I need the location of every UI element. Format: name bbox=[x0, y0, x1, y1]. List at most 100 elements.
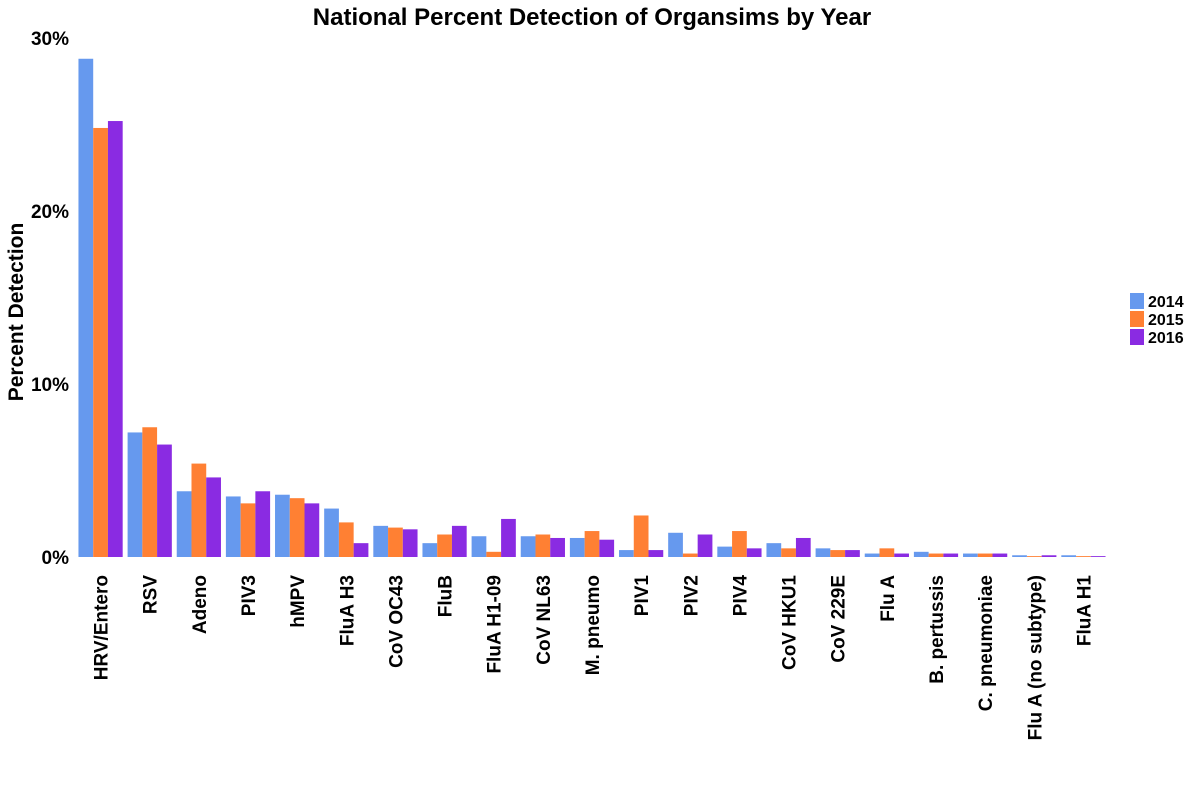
y-tick-label: 20% bbox=[31, 202, 69, 223]
bar-2016 bbox=[304, 503, 320, 557]
x-tick-label: PIV2 bbox=[681, 575, 702, 616]
bar-2016 bbox=[648, 550, 664, 557]
bar-2016 bbox=[746, 548, 762, 557]
bar-2014 bbox=[373, 525, 389, 557]
bar-2015 bbox=[338, 522, 354, 557]
bar-2015 bbox=[93, 127, 108, 558]
bar-2016 bbox=[550, 537, 565, 557]
bars-group bbox=[78, 58, 1106, 558]
bar-2014 bbox=[569, 537, 585, 557]
bar-2016 bbox=[1090, 556, 1106, 557]
bar-2015 bbox=[928, 553, 944, 557]
bar-2016 bbox=[157, 444, 172, 557]
legend-label-2014: 2014 bbox=[1148, 294, 1184, 311]
bar-2014 bbox=[1061, 555, 1077, 557]
bar-2014 bbox=[127, 432, 143, 557]
x-axis-ticks: HRV/Entero RSV Adeno PIV3 hMPV FluA H3 CoV OC4… bbox=[92, 575, 1096, 741]
bar-2015 bbox=[289, 498, 305, 557]
bar-2014 bbox=[225, 496, 241, 557]
bar-2016 bbox=[402, 529, 418, 557]
bar-2015 bbox=[1076, 556, 1091, 557]
bar-2016 bbox=[501, 518, 516, 557]
bar-2014 bbox=[422, 543, 438, 557]
y-axis-title: Percent Detection bbox=[5, 223, 28, 402]
bar-2014 bbox=[324, 508, 339, 557]
legend-swatch-2014 bbox=[1130, 293, 1144, 309]
x-tick-label: M. pneumo bbox=[583, 575, 604, 675]
bar-2015 bbox=[977, 553, 993, 557]
bar-2016 bbox=[992, 553, 1008, 557]
x-tick-label: B. pertussis bbox=[927, 575, 948, 684]
bar-2014 bbox=[766, 543, 782, 557]
bar-2014 bbox=[815, 548, 831, 557]
bar-2015 bbox=[830, 550, 846, 557]
bar-2014 bbox=[619, 550, 634, 557]
bar-2015 bbox=[437, 534, 452, 557]
bar-2014 bbox=[176, 491, 192, 557]
x-tick-label: FluB bbox=[436, 575, 457, 617]
bar-2014 bbox=[717, 546, 733, 557]
bar-2014 bbox=[963, 553, 978, 557]
x-tick-label: CoV NL63 bbox=[534, 575, 555, 665]
x-tick-label: FluA H1 bbox=[1074, 575, 1095, 647]
x-tick-label: PIV1 bbox=[632, 575, 653, 617]
y-tick-label: 10% bbox=[31, 375, 69, 396]
bar-2015 bbox=[1026, 556, 1042, 557]
x-tick-label: PIV3 bbox=[239, 575, 260, 616]
bar-2015 bbox=[682, 553, 698, 557]
bar-2014 bbox=[471, 536, 487, 557]
bar-2015 bbox=[584, 531, 600, 557]
bar-2015 bbox=[240, 503, 256, 557]
x-tick-label: RSV bbox=[141, 575, 162, 614]
bar-2016 bbox=[599, 539, 615, 557]
bar-2015 bbox=[732, 531, 747, 557]
bar-2016 bbox=[943, 553, 959, 557]
x-tick-label: CoV 229E bbox=[829, 575, 850, 663]
bar-2015 bbox=[879, 548, 895, 557]
bar-2016 bbox=[795, 537, 811, 557]
legend-swatch-2015 bbox=[1130, 311, 1144, 327]
x-tick-label: hMPV bbox=[288, 575, 309, 628]
legend-label-2016: 2016 bbox=[1148, 330, 1184, 347]
x-tick-label: FluA H1-09 bbox=[485, 575, 506, 674]
bar-2014 bbox=[864, 553, 880, 557]
bar-2014 bbox=[78, 58, 94, 557]
bar-2016 bbox=[353, 543, 369, 557]
legend-label-2015: 2015 bbox=[1148, 312, 1184, 329]
bar-2016 bbox=[206, 477, 221, 557]
x-tick-label: CoV OC43 bbox=[386, 575, 407, 668]
bar-2014 bbox=[913, 551, 929, 557]
bar-2016 bbox=[451, 525, 467, 557]
bar-2015 bbox=[191, 463, 207, 557]
bar-2015 bbox=[388, 527, 403, 557]
bar-2016 bbox=[894, 553, 909, 557]
chart-title: National Percent Detection of Organsims … bbox=[313, 4, 871, 31]
x-tick-label: PIV4 bbox=[730, 575, 751, 617]
bar-2016 bbox=[1041, 555, 1057, 557]
y-axis-ticks: 0% 10% 20% 30% bbox=[31, 29, 69, 569]
bar-2016 bbox=[255, 491, 271, 557]
bar-2015 bbox=[142, 427, 158, 557]
bar-2016 bbox=[845, 550, 860, 557]
bar-2015 bbox=[486, 551, 502, 557]
x-tick-label: Adeno bbox=[190, 575, 211, 634]
bar-2014 bbox=[1012, 555, 1027, 557]
legend-swatch-2016 bbox=[1130, 329, 1144, 345]
y-tick-label: 30% bbox=[31, 29, 69, 50]
bar-2014 bbox=[275, 494, 290, 557]
bar-2015 bbox=[781, 548, 796, 557]
x-tick-label: HRV/Entero bbox=[92, 575, 113, 680]
bar-2014 bbox=[668, 532, 683, 557]
x-tick-label: C. pneumoniae bbox=[976, 575, 997, 711]
bar-2016 bbox=[107, 121, 123, 557]
bar-2016 bbox=[697, 534, 713, 557]
bar-2015 bbox=[535, 534, 551, 557]
x-tick-label: Flu A bbox=[878, 575, 899, 622]
x-tick-label: Flu A (no subtype) bbox=[1025, 575, 1046, 740]
bar-2014 bbox=[520, 536, 536, 557]
x-tick-label: CoV HKU1 bbox=[780, 575, 801, 670]
y-tick-label: 0% bbox=[42, 548, 70, 569]
